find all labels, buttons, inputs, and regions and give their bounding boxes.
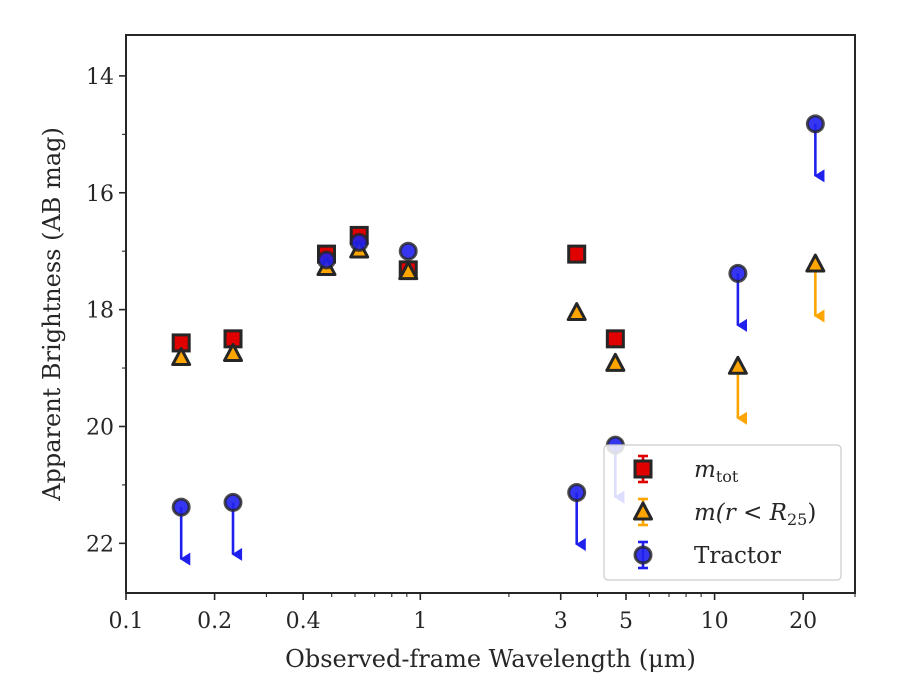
y-tick-label: 18 [86, 299, 114, 324]
x-tick-label: 1 [413, 609, 427, 634]
x-tick-label: 20 [789, 609, 817, 634]
y-tick-label: 14 [86, 65, 114, 90]
mr25-point [605, 352, 626, 372]
tractor-point [223, 492, 243, 512]
x-axis-label: Observed-frame Wavelength (μm) [285, 645, 696, 673]
y-tick-label: 22 [86, 532, 114, 557]
mr25-point [223, 342, 244, 362]
legend-markers [633, 454, 653, 570]
tractor-point [349, 232, 369, 252]
legend-marker-tractor [633, 545, 653, 565]
x-axis: 0.1 0.2 0.4 1 3 5 10 20 [109, 593, 856, 634]
tractor-point [316, 250, 336, 270]
mr25-point [727, 355, 748, 375]
tractor-point [567, 483, 587, 503]
y-tick-label: 20 [86, 415, 114, 440]
legend-label-mtot-base: m [694, 457, 716, 483]
y-axis: 14 16 18 20 22 [86, 65, 126, 557]
tractor-point [171, 497, 191, 517]
legend-label-tractor: Tractor [694, 543, 781, 569]
mtot-point [567, 244, 587, 264]
x-tick-label: 10 [701, 609, 729, 634]
y-tick-label: 16 [86, 182, 114, 207]
x-tick-label: 0.2 [197, 609, 232, 634]
x-tick-label: 5 [619, 609, 633, 634]
legend-label-mr25: m(r < R25) [694, 500, 816, 529]
legend: mtot m(r < R25) Tractor [603, 444, 842, 581]
y-axis-label: Apparent Brightness (AB mag) [38, 127, 66, 502]
mtot-point [605, 329, 625, 349]
mr25-point [398, 261, 419, 281]
legend-marker-mtot [633, 459, 653, 479]
x-tick-label: 3 [554, 609, 568, 634]
data-layer [171, 114, 826, 566]
tractor-point [805, 114, 825, 134]
mr25-point [171, 347, 192, 367]
legend-label-mr25-pre: m(r < R [694, 500, 787, 526]
mr25-point [566, 302, 587, 322]
legend-label-mtot: mtot [694, 457, 739, 486]
legend-label-mr25-sub: 25 [787, 510, 807, 529]
legend-label-mr25-post: ) [807, 500, 816, 526]
x-tick-label: 0.1 [109, 609, 144, 634]
legend-label-mtot-sub: tot [716, 467, 739, 486]
legend-marker-mr25 [633, 501, 653, 521]
x-tick-label: 0.4 [286, 609, 321, 634]
legend-box [603, 444, 842, 581]
tractor-point [728, 263, 748, 283]
tractor-point [398, 241, 418, 261]
mr25-point [805, 253, 826, 273]
